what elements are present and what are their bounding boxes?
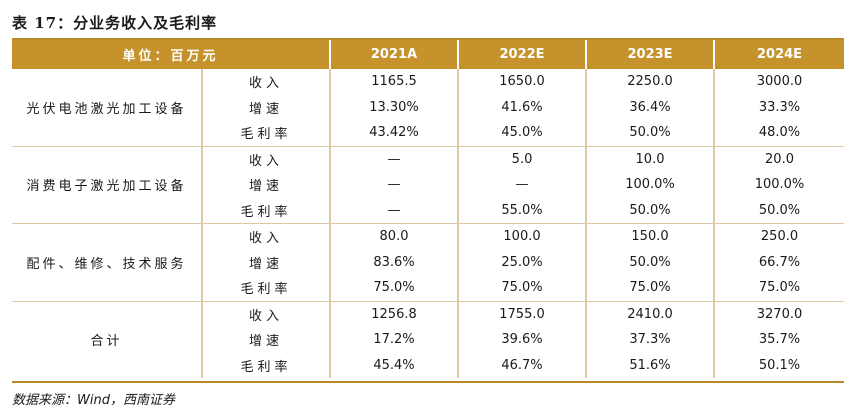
table-caption: 表 17：分业务收入及毛利率 <box>12 14 218 32</box>
metric-label: 毛利率 <box>203 197 332 223</box>
metric-label: 毛利率 <box>203 120 332 146</box>
value-cell: 1165.5 <box>331 69 460 95</box>
value-cell: 100.0 <box>459 223 588 250</box>
value-cell: 20.0 <box>715 145 845 173</box>
value-cell: — <box>459 172 588 198</box>
value-cell: 75.0% <box>758 280 801 296</box>
value-cell: 17.2% <box>331 327 460 353</box>
value-cell: 55.0% <box>459 197 588 223</box>
value-cell: 46.7% <box>459 352 588 378</box>
table-row: 合计 收入 1256.8 1755.0 2410.0 3270.0 <box>12 300 845 378</box>
value-cell: 36.4% <box>587 94 716 120</box>
table-row: 毛利率 43.42% 45.0% 50.0% 48.0% <box>12 120 844 146</box>
value-cell: 83.6% <box>331 249 460 275</box>
metric-label: 收入 <box>203 145 332 172</box>
table-row: 增速 — —100.0% 100.0% <box>12 172 844 198</box>
metric-label: 收入 <box>203 69 332 95</box>
table-row: 配件、维修、技术服务 收入 80.0 100.0 150.0 250.0 <box>12 223 845 301</box>
value-cell: 1755.0 <box>459 300 588 327</box>
metric-label: 收入 <box>203 300 332 327</box>
value-cell: — <box>331 197 460 223</box>
revenue-table: 单位：百万元 2021A 2022E 2023E 2024E 光伏电池激光加工设… <box>12 40 845 378</box>
table-row: 增速 13.30% 41.6% 36.4% 33.3% <box>12 94 844 120</box>
metric-label: 增速 <box>203 172 332 198</box>
bottom-rule <box>12 381 844 383</box>
table-row: 毛利率 —55.0% 50.0% 50.0% <box>12 197 844 223</box>
value-cell: 48.0% <box>758 125 801 141</box>
table-row: 消费电子激光加工设备 收入 —5.0 10.0 20.0 <box>12 145 845 223</box>
table-row: 毛利率 75.0% 75.0% 75.0% 75.0% <box>12 275 844 301</box>
value-cell: 66.7% <box>758 254 801 270</box>
segment-name: 消费电子激光加工设备 <box>12 145 203 223</box>
segment-name: 配件、维修、技术服务 <box>12 223 203 301</box>
value-cell: 50.0% <box>587 197 716 223</box>
metric-label: 增速 <box>203 94 332 120</box>
value-cell: 1650.0 <box>459 69 588 95</box>
value-cell: 10.0 <box>587 145 716 172</box>
value-cell: 25.0% <box>459 249 588 275</box>
value-cell: 80.0 <box>331 223 460 250</box>
table-row: 毛利率 45.4% 46.7% 51.6% 50.1% <box>12 352 844 378</box>
metric-label: 收入 <box>203 223 332 250</box>
value-cell: 1256.8 <box>331 300 460 327</box>
metric-label: 毛利率 <box>203 275 332 301</box>
year-header: 2021A <box>331 40 460 69</box>
table-row: 光伏电池激光加工设备 收入 1165.5 1650.0 2250.0 3000.0 <box>12 69 844 146</box>
metric-label: 增速 <box>203 249 332 275</box>
value-cell: 100.0% <box>754 177 805 193</box>
table-body: 光伏电池激光加工设备 收入 1165.5 1650.0 2250.0 3000.0 增速 13… <box>12 69 845 378</box>
top-rule <box>12 38 844 40</box>
value-cell: 45.0% <box>459 120 588 146</box>
value-cell: 50.0% <box>587 120 716 146</box>
value-cell: 150.0 <box>587 223 716 250</box>
value-cell: 13.30% <box>331 94 460 120</box>
value-cell: 2250.0 <box>587 69 716 95</box>
value-cell: — <box>331 145 460 172</box>
table-row: 增速 83.6% 25.0% 50.0% 66.7% <box>12 249 844 275</box>
value-cell: 100.0% <box>587 172 716 198</box>
value-cell: 3000.0 <box>756 74 803 90</box>
value-cell: 50.0% <box>758 202 801 218</box>
year-header: 2024E <box>715 40 845 69</box>
value-cell: 41.6% <box>459 94 588 120</box>
unit-header: 单位：百万元 <box>12 40 332 69</box>
value-cell: 75.0% <box>587 275 716 301</box>
metric-label: 毛利率 <box>203 352 332 378</box>
value-cell: 75.0% <box>459 275 588 301</box>
value-cell: 5.0 <box>459 145 588 172</box>
header-row: 单位：百万元 2021A 2022E 2023E 2024E <box>12 40 845 69</box>
value-cell: 37.3% <box>587 327 716 353</box>
value-cell: 50.1% <box>758 357 801 373</box>
value-cell: 75.0% <box>331 275 460 301</box>
value-cell: — <box>331 172 460 198</box>
source-note: 数据来源：Wind，西南证券 <box>12 393 175 408</box>
value-cell: 51.6% <box>587 352 716 378</box>
metric-label: 增速 <box>203 327 332 353</box>
year-header: 2022E <box>459 40 588 69</box>
value-cell: 35.7% <box>758 332 801 348</box>
value-cell: 2410.0 <box>587 300 716 327</box>
value-cell: 45.4% <box>331 352 460 378</box>
value-cell: 3270.0 <box>715 300 845 328</box>
table-row: 增速 17.2% 39.6% 37.3% 35.7% <box>12 327 844 353</box>
value-cell: 250.0 <box>715 223 845 250</box>
year-header: 2023E <box>587 40 716 69</box>
value-cell: 33.3% <box>758 99 801 115</box>
segment-name: 光伏电池激光加工设备 <box>12 69 203 146</box>
value-cell: 39.6% <box>459 327 588 353</box>
value-cell: 43.42% <box>331 120 460 146</box>
segment-name: 合计 <box>12 300 203 378</box>
value-cell: 50.0% <box>587 249 716 275</box>
